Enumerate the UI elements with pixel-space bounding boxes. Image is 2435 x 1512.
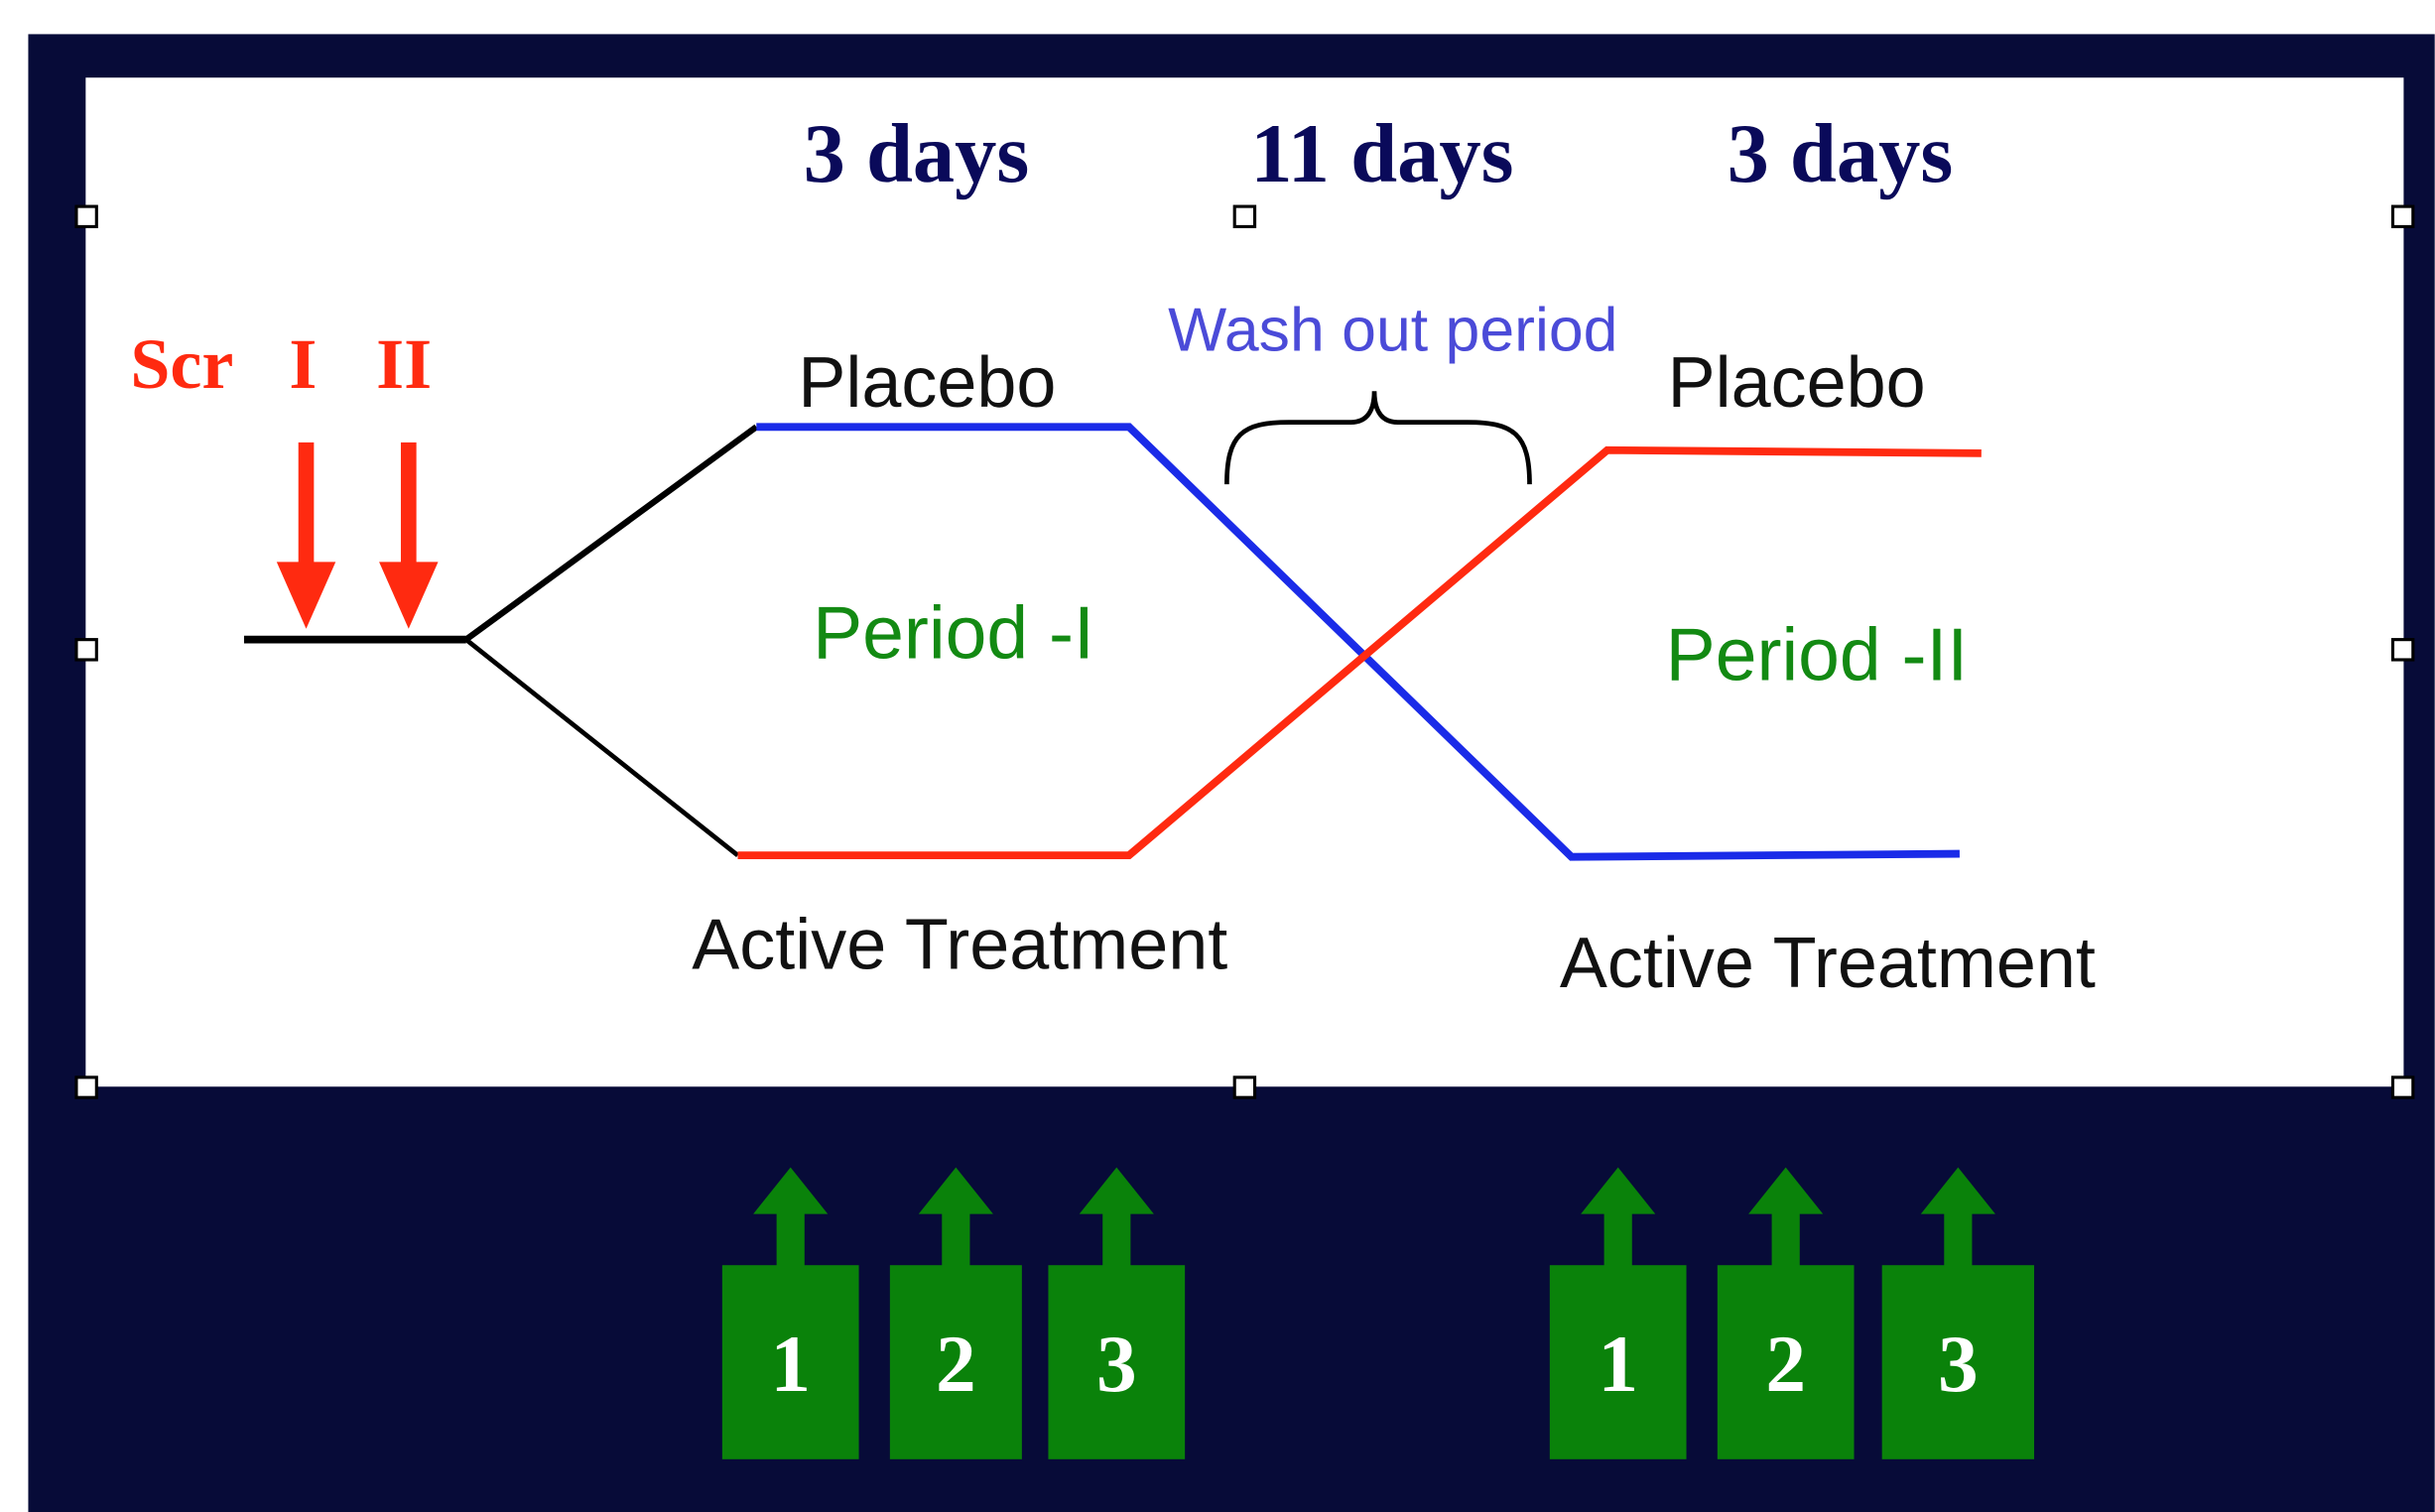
day-box bbox=[1549, 1265, 1687, 1459]
arm-label: Active Treatment bbox=[1560, 924, 2096, 1003]
arm-label: Placebo bbox=[1668, 343, 1926, 423]
day-box bbox=[889, 1265, 1022, 1459]
day-arrow-shaft bbox=[1944, 1210, 1973, 1267]
day-number: 3 bbox=[1938, 1319, 1979, 1409]
day-number: 2 bbox=[1765, 1319, 1806, 1409]
day-box bbox=[1717, 1265, 1855, 1459]
visit-label: II bbox=[376, 324, 432, 404]
selection-handles bbox=[74, 204, 2415, 1099]
period-label: Period -I bbox=[813, 590, 1094, 674]
day-arrow-head bbox=[753, 1167, 829, 1214]
sampling-days: 1 2 3 1 2 3 bbox=[721, 1167, 2035, 1459]
day-arrow-shaft bbox=[1102, 1210, 1131, 1267]
duration-label: 3 days bbox=[1728, 108, 1954, 200]
treatment-lines bbox=[243, 391, 1982, 861]
day-arrow-head bbox=[1079, 1167, 1154, 1214]
day-number: 3 bbox=[1096, 1319, 1137, 1409]
day-box bbox=[721, 1265, 859, 1459]
day-arrow-head bbox=[918, 1167, 993, 1214]
diagram-area bbox=[85, 77, 2404, 1087]
washout-label: Wash out period bbox=[1168, 296, 1617, 365]
day-arrow-head bbox=[1748, 1167, 1824, 1214]
day-arrow-shaft bbox=[942, 1210, 970, 1267]
day-arrow-shaft bbox=[1771, 1210, 1800, 1267]
visit-arrows bbox=[276, 441, 439, 629]
arm-label: Active Treatment bbox=[692, 905, 1227, 984]
day-number: 1 bbox=[770, 1319, 811, 1409]
period-label: Period -II bbox=[1666, 612, 1969, 695]
day-arrow-shaft bbox=[776, 1210, 805, 1267]
day-box bbox=[1048, 1265, 1186, 1459]
duration-label: 11 days bbox=[1250, 108, 1513, 200]
day-number: 1 bbox=[1598, 1319, 1638, 1409]
day-arrow-shaft bbox=[1603, 1210, 1632, 1267]
day-box bbox=[1881, 1265, 2035, 1459]
day-arrow-head bbox=[1920, 1167, 1995, 1214]
screening-label: Scr bbox=[130, 324, 233, 404]
day-number: 2 bbox=[936, 1319, 976, 1409]
day-arrow-head bbox=[1581, 1167, 1656, 1214]
duration-label: 3 days bbox=[804, 108, 1030, 200]
visit-label: I bbox=[289, 324, 317, 404]
arm-label: Placebo bbox=[798, 343, 1056, 423]
